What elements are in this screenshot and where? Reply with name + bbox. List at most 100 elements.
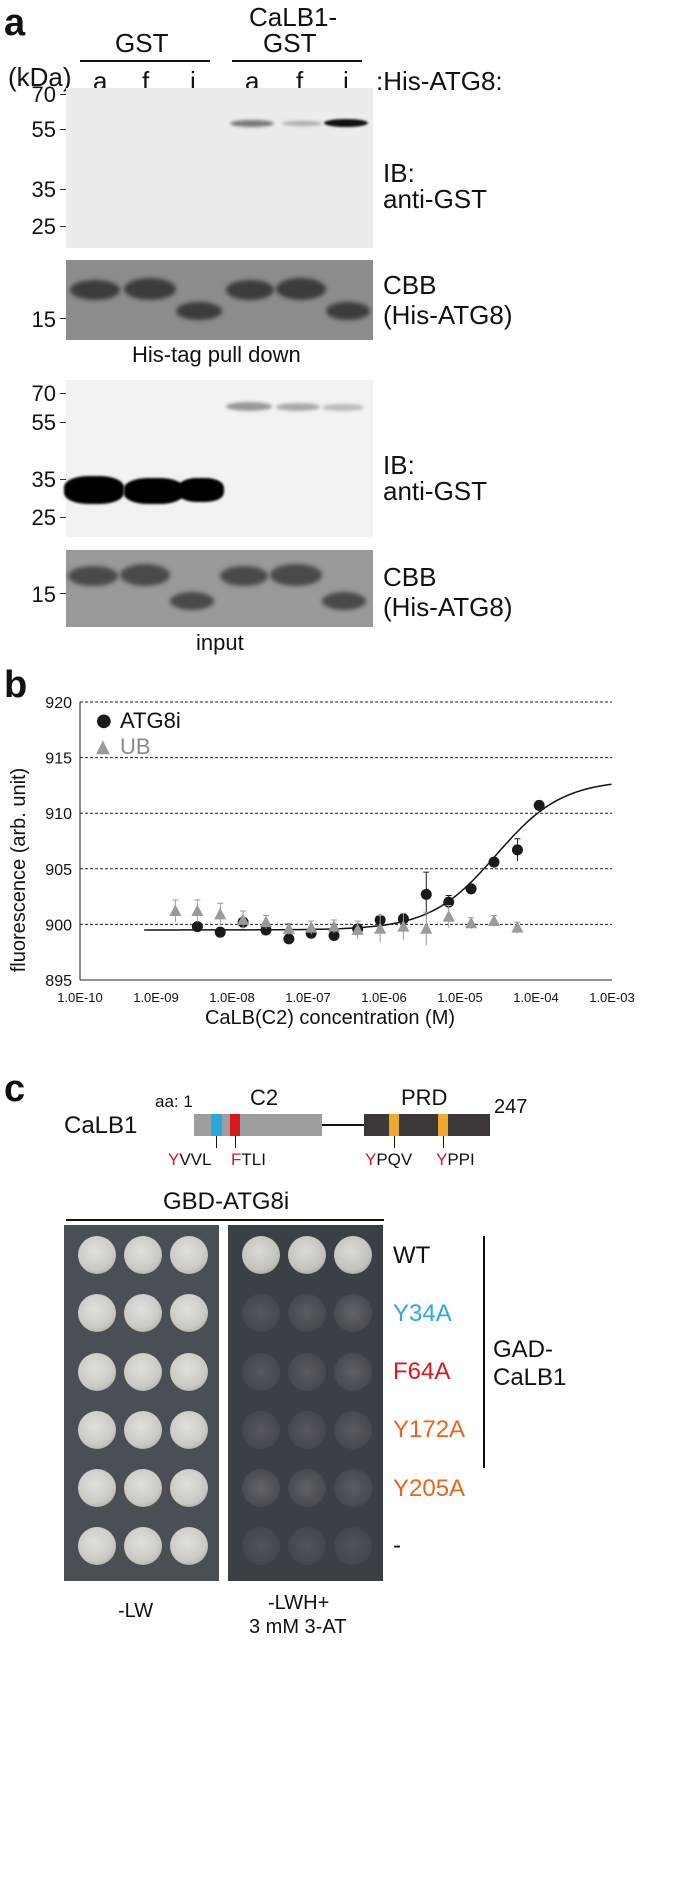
y34-motif-marker — [211, 1114, 222, 1136]
yeast-colony — [124, 1294, 162, 1332]
ub-point — [442, 910, 455, 922]
ub-point — [374, 922, 387, 934]
f64-motif-marker — [230, 1114, 240, 1136]
legend-ub-marker: ▲ — [96, 736, 110, 757]
x-tick-label: 1.0E-03 — [589, 990, 635, 1005]
ub-point — [420, 922, 433, 934]
atg8i-point — [443, 896, 455, 908]
mw-tick: 70 — [31, 82, 56, 107]
atg8i-point — [511, 844, 523, 856]
yeast-colony — [170, 1353, 208, 1391]
x-tick-label: 1.0E-05 — [437, 990, 483, 1005]
y-tick-label: 905 — [45, 862, 72, 879]
motif-tick — [443, 1136, 444, 1148]
panel-b-letter: b — [4, 664, 28, 706]
yeast-colony — [78, 1527, 116, 1565]
mw-tick: 25 — [31, 214, 56, 239]
motif-tick — [216, 1136, 217, 1148]
input-caption: input — [196, 630, 244, 655]
aa-start-label: aa: 1 — [155, 1092, 193, 1111]
cbb2-label-line2: (His-ATG8) — [383, 592, 513, 622]
yeast-colony — [288, 1411, 326, 1449]
kda-label: (kDa) — [8, 62, 72, 92]
yeast-colony — [334, 1294, 372, 1332]
blot1-label-line1: IB: — [383, 158, 415, 188]
gel-band — [70, 280, 120, 300]
gbd-line — [66, 1219, 384, 1221]
calb1-group-label-line2: GST — [263, 28, 317, 58]
blot-band — [178, 478, 224, 502]
prd-domain — [364, 1114, 490, 1136]
blot1-label-line2: anti-GST — [383, 184, 488, 214]
yeast-colony — [242, 1527, 280, 1565]
gel-band — [270, 564, 322, 586]
y205-motif-marker — [438, 1114, 448, 1136]
calb1-group-line — [232, 60, 362, 62]
blot-band — [324, 119, 368, 127]
yeast-colony — [288, 1294, 326, 1332]
ub-point — [351, 923, 364, 935]
mw-tick: 15 — [31, 582, 56, 607]
x-tick-label: 1.0E-09 — [133, 990, 179, 1005]
ub-point — [327, 920, 341, 932]
cbb-gel-1 — [60, 260, 373, 340]
plate2-condition-line1: -LWH+ — [268, 1592, 330, 1614]
yeast-colony — [334, 1527, 372, 1565]
x-tick-label: 1.0E-04 — [513, 990, 559, 1005]
strain-label: Y172A — [393, 1416, 466, 1443]
atg8i-point — [214, 926, 226, 938]
legend-atg8i-marker: ● — [96, 710, 112, 731]
blot-band — [124, 478, 184, 504]
yeast-colony — [288, 1527, 326, 1565]
yeast-colony — [170, 1294, 208, 1332]
yeast-colony — [334, 1353, 372, 1391]
prd-label: PRD — [401, 1085, 448, 1110]
yeast-colony — [170, 1236, 208, 1274]
cbb-gel-2 — [60, 550, 373, 627]
x-tick-label: 1.0E-10 — [57, 990, 103, 1005]
gbd-atg8i-label: GBD-ATG8i — [163, 1188, 290, 1215]
x-tick-label: 1.0E-08 — [209, 990, 255, 1005]
y-axis-label: fluorescence (arb. unit) — [8, 768, 30, 973]
yeast-colony — [242, 1236, 280, 1274]
yeast-colony — [78, 1469, 116, 1507]
motif-tick — [394, 1136, 395, 1148]
mw-tick: 70 — [31, 381, 56, 406]
blot-band — [226, 402, 272, 411]
gst-group-label: GST — [115, 28, 169, 58]
yeast-colony — [124, 1469, 162, 1507]
gel-band — [326, 302, 370, 320]
gel-band — [220, 566, 268, 586]
gad-bracket-line — [483, 1236, 485, 1468]
ub-point — [214, 907, 227, 920]
gad-label-line1: GAD- — [493, 1336, 553, 1363]
blot-band — [64, 476, 124, 504]
cbb1-label-line1: CBB — [383, 270, 437, 300]
x-tick-label: 1.0E-07 — [285, 990, 331, 1005]
gel-band — [276, 278, 326, 300]
atg8i-point — [465, 883, 477, 895]
strain-label: Y205A — [393, 1475, 466, 1502]
blot-band — [322, 404, 364, 411]
blot2-label-line1: IB: — [383, 450, 415, 480]
c2-label: C2 — [250, 1085, 279, 1110]
yeast-colony — [242, 1469, 280, 1507]
yeast-colony — [288, 1353, 326, 1391]
strain-label: F64A — [393, 1358, 451, 1385]
motif-yppi: YPPI — [436, 1150, 475, 1169]
yeast-colony — [170, 1527, 208, 1565]
yeast-colony — [242, 1294, 280, 1332]
plate-lwh-3at — [228, 1225, 383, 1581]
gel-band — [176, 302, 222, 320]
western-blot-1 — [60, 88, 373, 248]
plate2-condition-line2: 3 mM 3-AT — [249, 1616, 347, 1638]
y172-motif-marker — [389, 1114, 399, 1136]
y-tick-label: 910 — [45, 806, 72, 823]
calb1-group-label-line1: CaLB1- — [249, 2, 338, 32]
panel-c-letter: c — [4, 1068, 26, 1110]
strain-label: Y34A — [393, 1300, 452, 1327]
ub-point — [487, 914, 501, 927]
lane-label: i — [343, 66, 349, 96]
cbb1-label-line2: (His-ATG8) — [383, 300, 513, 330]
mw-tick: 55 — [31, 117, 56, 142]
